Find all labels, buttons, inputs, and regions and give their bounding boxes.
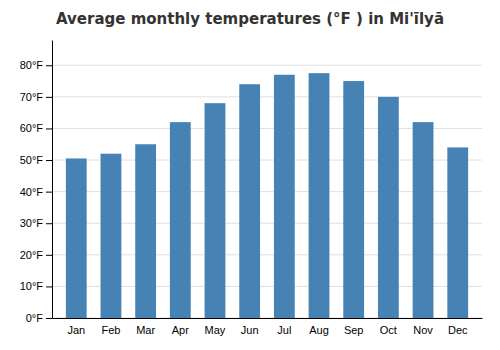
bar: [170, 122, 191, 318]
y-axis: 0°F 10°F 20°F 30°F 40°F 50°F 60°F 70°F 80°F: [20, 41, 53, 325]
y-tick-label: 70°F: [20, 91, 44, 103]
x-axis: Jan Feb Mar Apr May Jun Jul Aug Sep Oct Nov Dec: [53, 319, 483, 336]
y-tick: 20°F: [20, 249, 52, 261]
grid-line: [52, 96, 482, 97]
y-tick-label: 50°F: [20, 154, 44, 166]
x-tick: Aug: [309, 324, 329, 336]
bar: [66, 158, 87, 318]
x-tick: Jun: [241, 324, 259, 336]
x-tick-label: Dec: [448, 324, 468, 336]
x-tick: Sep: [344, 324, 364, 336]
bars: [66, 73, 468, 318]
y-tick: 50°F: [20, 154, 52, 166]
x-tick: Nov: [413, 324, 433, 336]
x-tick: Jul: [277, 324, 291, 336]
x-tick-label: Sep: [344, 324, 364, 336]
y-tick: 80°F: [20, 59, 52, 71]
x-tick-label: Oct: [380, 324, 397, 336]
x-tick-label: Nov: [413, 324, 433, 336]
y-tick-mark: [46, 286, 52, 287]
chart: Average monthly temperatures (°F ) in Mi…: [0, 0, 500, 350]
bar: [239, 84, 260, 318]
bar: [205, 103, 226, 318]
y-tick-mark: [46, 318, 52, 319]
x-tick-label: Jul: [277, 324, 291, 336]
x-tick-label: Jun: [241, 324, 259, 336]
y-tick-mark: [46, 160, 52, 161]
y-tick-mark: [46, 128, 52, 129]
x-tick: Mar: [136, 324, 155, 336]
y-tick: 10°F: [20, 280, 52, 292]
x-tick-label: Aug: [309, 324, 329, 336]
y-tick: 30°F: [20, 217, 52, 229]
x-tick: Dec: [448, 324, 468, 336]
bar: [447, 147, 468, 318]
y-tick-mark: [46, 192, 52, 193]
y-axis-line: [52, 41, 53, 319]
y-tick-mark: [46, 223, 52, 224]
y-tick-label: 20°F: [20, 249, 44, 261]
x-axis-line: [53, 318, 483, 319]
x-tick: Feb: [101, 324, 120, 336]
x-tick-label: Feb: [101, 324, 120, 336]
y-tick-label: 60°F: [20, 122, 44, 134]
bar: [135, 144, 156, 318]
x-tick: Apr: [172, 324, 189, 336]
y-tick-label: 30°F: [20, 217, 44, 229]
y-tick: 40°F: [20, 186, 52, 198]
x-tick-label: Mar: [136, 324, 155, 336]
x-tick: Jan: [67, 324, 85, 336]
x-tick-label: Apr: [172, 324, 189, 336]
bar: [343, 81, 364, 318]
x-tick-label: Jan: [67, 324, 85, 336]
y-tick-mark: [46, 97, 52, 98]
y-tick-mark: [46, 65, 52, 66]
bar: [274, 75, 295, 318]
y-tick: 60°F: [20, 122, 52, 134]
bar: [378, 97, 399, 318]
x-tick-label: May: [205, 324, 226, 336]
plot: 0°F 10°F 20°F 30°F 40°F 50°F 60°F 70°F 80°F Jan Fe…: [20, 41, 483, 336]
bar: [413, 122, 434, 318]
y-tick-label: 10°F: [20, 280, 44, 292]
grid: [52, 65, 482, 318]
y-tick: 0°F: [26, 312, 52, 324]
bar: [309, 73, 330, 318]
bar: [101, 154, 122, 318]
title: Average monthly temperatures (°F ) in Mi…: [56, 10, 444, 28]
x-tick: May: [205, 324, 226, 336]
y-tick-label: 40°F: [20, 186, 44, 198]
y-tick-mark: [46, 255, 52, 256]
x-tick: Oct: [380, 324, 397, 336]
y-tick: 70°F: [20, 91, 52, 103]
y-tick-label: 0°F: [26, 312, 44, 324]
grid-line: [52, 65, 482, 66]
y-tick-label: 80°F: [20, 59, 44, 71]
